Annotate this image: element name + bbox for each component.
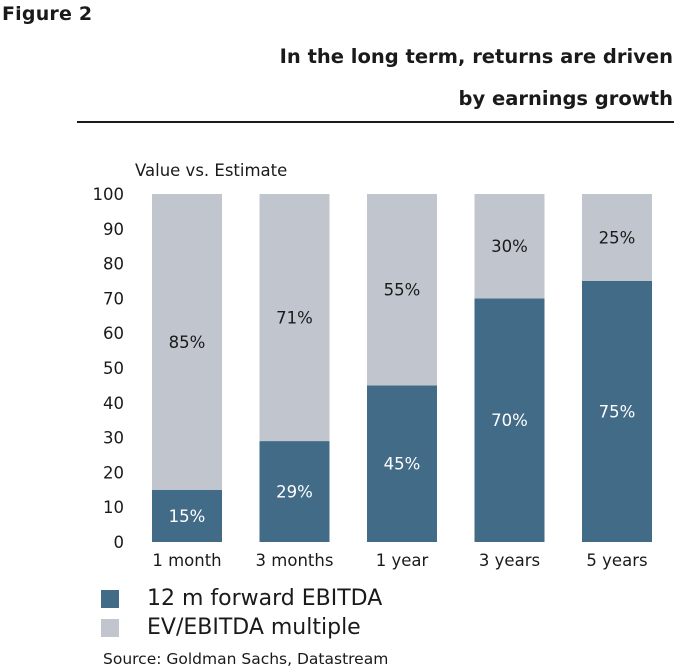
- data-label-ebitda: 15%: [169, 507, 206, 526]
- legend-item-multiple: EV/EBITDA multiple: [101, 615, 361, 640]
- y-tick-label: 10: [103, 498, 124, 517]
- y-tick-label: 30: [103, 429, 124, 448]
- bar-multiple: [474, 194, 545, 299]
- chart-title-line-1: In the long term, returns are driven: [279, 45, 673, 68]
- y-axis-label: Value vs. Estimate: [135, 161, 287, 180]
- y-tick-label: 60: [103, 324, 124, 343]
- chart-title-line-2: by earnings growth: [458, 87, 673, 110]
- x-tick-label: 3 years: [479, 551, 540, 570]
- legend-swatch-ebitda: [101, 589, 119, 608]
- data-label-ebitda: 75%: [599, 403, 636, 422]
- source-note: Source: Goldman Sachs, Datastream: [103, 650, 389, 668]
- data-label-multiple: 85%: [169, 333, 206, 352]
- data-label-multiple: 25%: [599, 229, 636, 248]
- data-label-multiple: 55%: [384, 281, 421, 300]
- legend-label-multiple: EV/EBITDA multiple: [147, 615, 361, 640]
- bar-multiple: [582, 194, 652, 281]
- bar-ebitda: [367, 385, 437, 542]
- y-tick-label: 50: [103, 359, 124, 378]
- bar-multiple: [367, 194, 437, 386]
- x-tick-label: 1 year: [376, 551, 429, 570]
- bar-ebitda: [152, 489, 222, 542]
- x-tick-label: 5 years: [586, 551, 647, 570]
- x-tick-label: 3 months: [256, 551, 334, 570]
- bar-multiple: [259, 194, 330, 442]
- y-tick-label: 0: [114, 533, 125, 552]
- y-tick-label: 80: [103, 255, 124, 274]
- bar-ebitda: [474, 298, 545, 542]
- bar-multiple: [152, 194, 222, 490]
- x-axis-ticks: 1 month 3 months 1 year 3 years 5 years: [152, 551, 647, 570]
- x-tick-label: 1 month: [152, 551, 221, 570]
- figure-label: Figure 2: [2, 3, 93, 25]
- bar-ebitda: [582, 281, 652, 542]
- data-label-multiple: 71%: [276, 309, 313, 328]
- data-label-ebitda: 70%: [491, 411, 528, 430]
- legend-item-ebitda: 12 m forward EBITDA: [101, 586, 382, 611]
- data-label-multiple: 30%: [491, 237, 528, 256]
- y-tick-label: 20: [103, 463, 124, 482]
- y-tick-label: 100: [93, 185, 125, 204]
- legend-swatch-multiple: [101, 618, 119, 637]
- y-tick-label: 40: [103, 394, 124, 413]
- data-label-ebitda: 29%: [276, 483, 313, 502]
- bar-ebitda: [259, 441, 330, 542]
- stacked-bar-chart: Value vs. Estimate 0 10 20 30 40 50 60 70 80 90 10…: [93, 161, 652, 570]
- y-tick-label: 70: [103, 289, 124, 308]
- data-label-ebitda: 45%: [384, 455, 421, 474]
- y-axis-ticks: 0 10 20 30 40 50 60 70 80 90 100: [93, 185, 125, 552]
- title-divider: [77, 121, 674, 123]
- y-tick-label: 90: [103, 220, 124, 239]
- legend-label-ebitda: 12 m forward EBITDA: [147, 586, 383, 611]
- bars: 15% 85% 29% 71% 45% 55% 70% 30% 75% 25%: [152, 194, 652, 542]
